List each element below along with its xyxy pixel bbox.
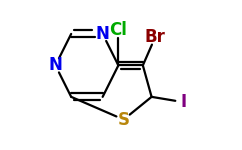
- Text: Br: Br: [145, 28, 166, 46]
- Text: N: N: [48, 56, 62, 74]
- Text: S: S: [118, 111, 130, 129]
- Text: N: N: [96, 25, 110, 43]
- Text: I: I: [180, 93, 186, 111]
- Text: Cl: Cl: [109, 21, 127, 39]
